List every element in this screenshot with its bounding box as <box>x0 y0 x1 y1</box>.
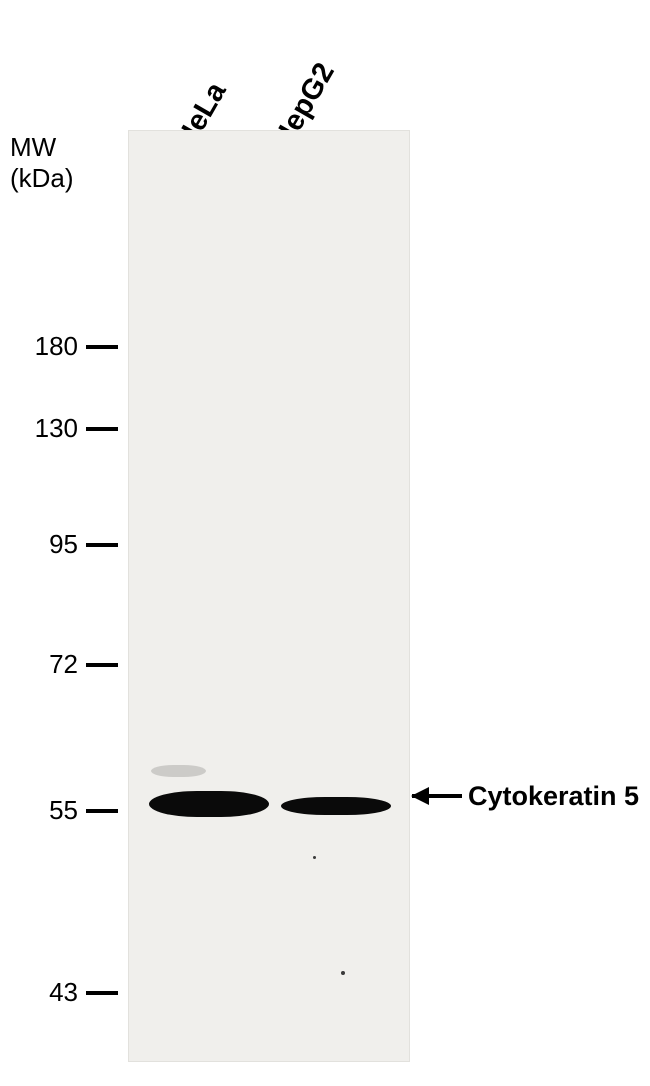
faint-band-0 <box>151 765 206 777</box>
mw-marker-3: 72 <box>30 649 118 680</box>
mw-line1: MW <box>10 132 56 162</box>
figure-container: MW (kDa) HeLa HepG2 180 130 95 72 55 43 <box>0 0 650 1086</box>
mw-value-1: 130 <box>30 413 78 444</box>
mw-value-4: 55 <box>30 795 78 826</box>
mw-marker-0: 180 <box>30 331 118 362</box>
speck-0 <box>341 971 345 975</box>
mw-dash-5 <box>86 991 118 995</box>
speck-1 <box>313 856 316 859</box>
mw-value-5: 43 <box>30 977 78 1008</box>
mw-header: MW (kDa) <box>10 132 74 194</box>
mw-value-3: 72 <box>30 649 78 680</box>
mw-dash-2 <box>86 543 118 547</box>
mw-dash-3 <box>86 663 118 667</box>
mw-marker-4: 55 <box>30 795 118 826</box>
mw-dash-4 <box>86 809 118 813</box>
target-annotation: Cytokeratin 5 <box>412 781 639 812</box>
mw-marker-1: 130 <box>30 413 118 444</box>
mw-marker-5: 43 <box>30 977 118 1008</box>
blot-membrane <box>128 130 410 1062</box>
mw-value-0: 180 <box>30 331 78 362</box>
mw-line2: (kDa) <box>10 163 74 193</box>
target-text: Cytokeratin 5 <box>468 781 639 812</box>
mw-dash-1 <box>86 427 118 431</box>
mw-dash-0 <box>86 345 118 349</box>
band-lane1 <box>149 791 269 817</box>
mw-marker-2: 95 <box>30 529 118 560</box>
arrow-head-icon <box>411 787 429 805</box>
band-lane2 <box>281 797 391 815</box>
arrow-line <box>412 794 462 798</box>
mw-value-2: 95 <box>30 529 78 560</box>
